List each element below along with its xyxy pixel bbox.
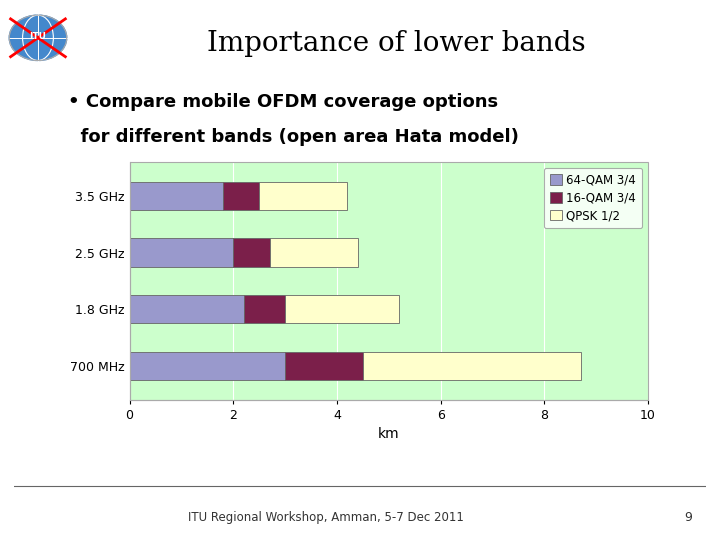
Bar (243, 295, 285, 323)
Bar (130, 238, 233, 267)
Bar (130, 182, 223, 210)
Bar (259, 182, 347, 210)
Text: ITU Regional Workshop, Amman, 5-7 Dec 2011: ITU Regional Workshop, Amman, 5-7 Dec 20… (187, 511, 464, 524)
Bar (363, 352, 580, 380)
Circle shape (9, 15, 67, 60)
X-axis label: km: km (378, 427, 400, 441)
Text: • Compare mobile OFDM coverage options: • Compare mobile OFDM coverage options (68, 93, 498, 111)
Bar (285, 295, 399, 323)
Text: 9: 9 (684, 511, 692, 524)
Bar (130, 295, 243, 323)
Text: Importance of lower bands: Importance of lower bands (207, 30, 585, 57)
Bar (130, 352, 285, 380)
Bar (269, 238, 358, 267)
Text: for different bands (open area Hata model): for different bands (open area Hata mode… (68, 128, 519, 146)
Legend: 64-QAM 3/4, 16-QAM 3/4, QPSK 1/2: 64-QAM 3/4, 16-QAM 3/4, QPSK 1/2 (544, 168, 642, 228)
Text: ITU: ITU (30, 32, 47, 41)
Bar (285, 352, 363, 380)
Bar (233, 238, 269, 267)
Bar (223, 182, 259, 210)
